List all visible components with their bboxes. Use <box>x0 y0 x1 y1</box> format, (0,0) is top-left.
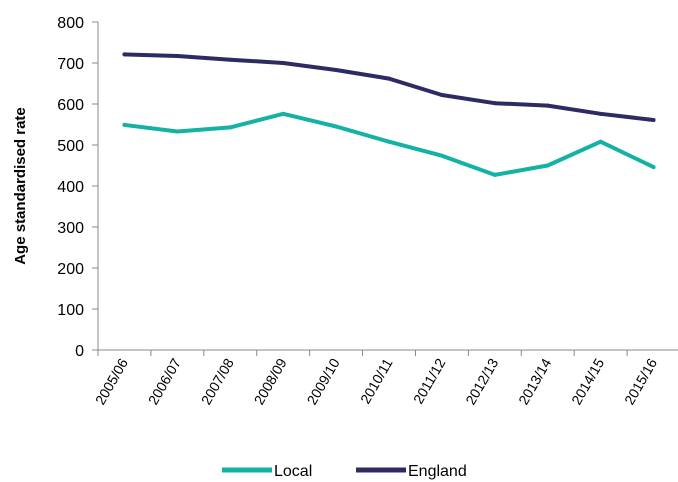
y-tick-label: 300 <box>57 220 84 237</box>
x-tick-label: 2009/10 <box>304 355 343 407</box>
data-point-england <box>598 111 603 116</box>
x-tick-label: 2007/08 <box>198 355 237 407</box>
x-tick-label: 2013/14 <box>515 355 554 407</box>
x-tick-label: 2011/12 <box>410 355 449 406</box>
data-point-local <box>439 153 444 158</box>
data-point-england <box>281 61 286 65</box>
data-point-local <box>492 172 497 177</box>
x-tick-label: 2012/13 <box>462 355 501 407</box>
data-point-local <box>334 124 339 129</box>
legend-label-england: England <box>408 463 467 480</box>
y-tick-label: 100 <box>57 302 84 319</box>
data-point-england <box>439 92 444 97</box>
x-tick-label: 2014/15 <box>568 355 607 407</box>
y-tick-label: 800 <box>57 15 84 32</box>
data-point-england <box>175 54 180 59</box>
y-tick-label: 500 <box>57 138 84 155</box>
y-tick-label: 400 <box>57 179 84 196</box>
data-point-england <box>334 67 339 72</box>
data-point-local <box>545 163 550 168</box>
x-tick-label: 2008/09 <box>251 355 290 407</box>
data-point-england <box>545 103 550 108</box>
data-point-local <box>281 111 286 116</box>
data-point-local <box>175 129 180 134</box>
data-point-local <box>228 125 233 130</box>
x-tick-label: 2015/16 <box>621 355 660 407</box>
data-point-england <box>492 101 497 106</box>
data-point-england <box>122 52 127 57</box>
legend-label-local: Local <box>274 463 312 480</box>
y-axis-label: Age standardised rate <box>12 107 29 265</box>
y-tick-label: 200 <box>57 261 84 278</box>
data-point-local <box>651 165 656 170</box>
data-point-local <box>598 139 603 144</box>
x-tick-label: 2006/07 <box>145 355 184 407</box>
data-point-england <box>228 57 233 62</box>
data-point-local <box>122 122 127 127</box>
x-tick-label: 2005/06 <box>92 355 131 407</box>
y-tick-label: 600 <box>57 97 84 114</box>
x-tick-label: 2010/11 <box>357 355 396 406</box>
data-point-england <box>651 117 656 122</box>
y-tick-label: 700 <box>57 56 84 73</box>
series-line-local <box>122 111 656 177</box>
data-point-local <box>387 139 391 144</box>
series-line-england <box>122 52 656 122</box>
y-tick-label: 0 <box>75 343 84 360</box>
data-point-england <box>387 76 391 81</box>
